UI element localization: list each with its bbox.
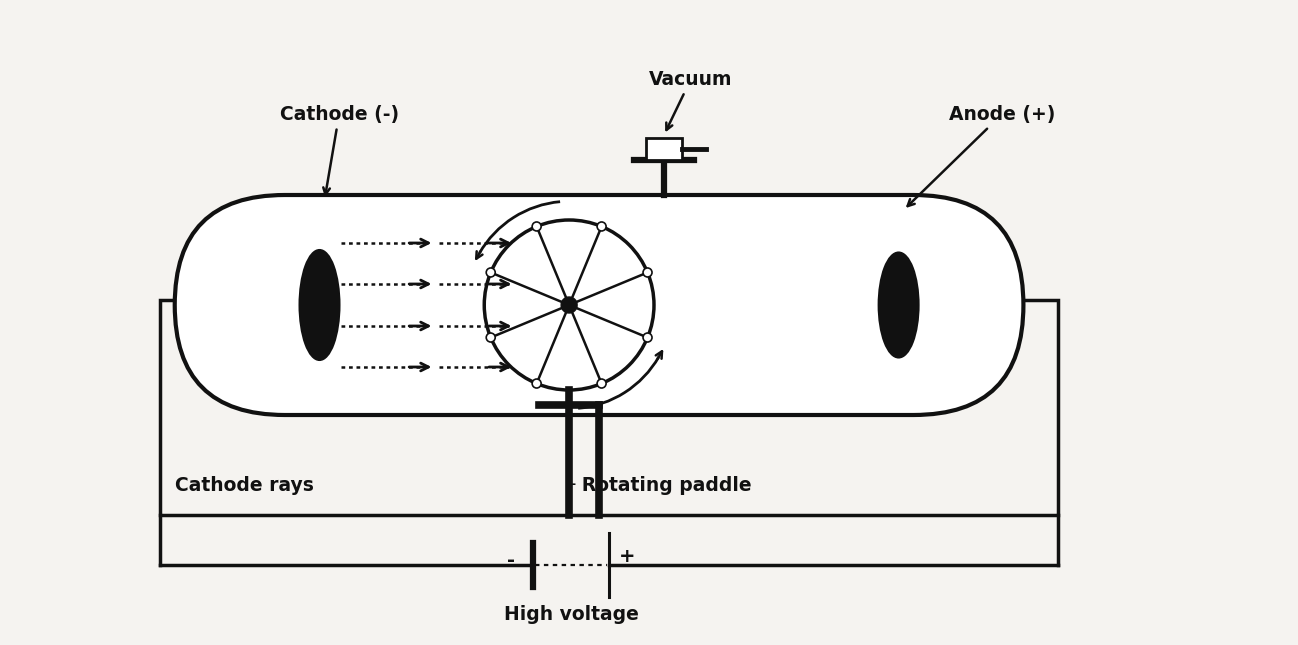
Circle shape (487, 268, 496, 277)
Circle shape (643, 268, 652, 277)
Text: Vacuum: Vacuum (649, 70, 732, 130)
Circle shape (487, 333, 496, 342)
Text: Cathode (-): Cathode (-) (279, 105, 398, 195)
Text: Cathode rays: Cathode rays (175, 476, 314, 495)
Ellipse shape (300, 250, 340, 360)
Circle shape (561, 297, 578, 313)
Text: -: - (508, 550, 515, 570)
Circle shape (597, 222, 606, 231)
Text: Anode (+): Anode (+) (907, 105, 1055, 206)
Text: └ Rotating paddle: └ Rotating paddle (565, 473, 752, 495)
Ellipse shape (879, 252, 919, 357)
Circle shape (532, 379, 541, 388)
Circle shape (643, 333, 652, 342)
Text: High voltage: High voltage (504, 605, 639, 624)
FancyBboxPatch shape (175, 195, 1023, 415)
Circle shape (532, 222, 541, 231)
Circle shape (597, 379, 606, 388)
Text: +: + (619, 548, 635, 566)
FancyBboxPatch shape (646, 138, 681, 160)
